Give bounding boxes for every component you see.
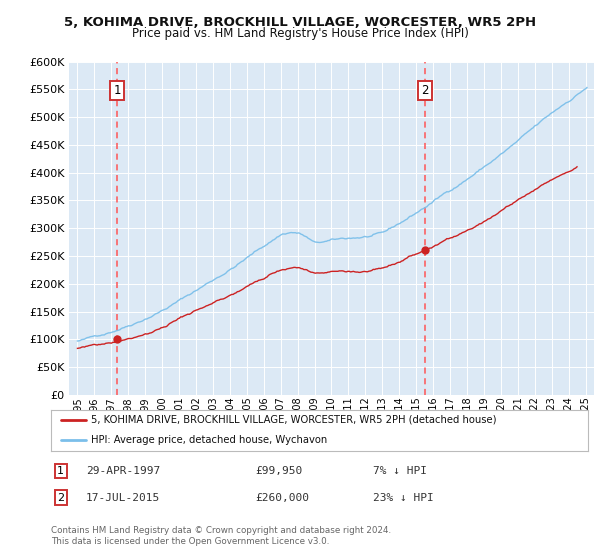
Text: 5, KOHIMA DRIVE, BROCKHILL VILLAGE, WORCESTER, WR5 2PH: 5, KOHIMA DRIVE, BROCKHILL VILLAGE, WORC… (64, 16, 536, 29)
Text: 1: 1 (57, 466, 64, 476)
Text: 23% ↓ HPI: 23% ↓ HPI (373, 493, 434, 503)
Text: 2: 2 (422, 84, 429, 97)
Text: 2: 2 (57, 493, 64, 503)
Text: Price paid vs. HM Land Registry's House Price Index (HPI): Price paid vs. HM Land Registry's House … (131, 27, 469, 40)
Text: 5, KOHIMA DRIVE, BROCKHILL VILLAGE, WORCESTER, WR5 2PH (detached house): 5, KOHIMA DRIVE, BROCKHILL VILLAGE, WORC… (91, 415, 497, 424)
Text: £260,000: £260,000 (255, 493, 309, 503)
Text: Contains HM Land Registry data © Crown copyright and database right 2024.
This d: Contains HM Land Registry data © Crown c… (51, 526, 391, 546)
Text: 17-JUL-2015: 17-JUL-2015 (86, 493, 160, 503)
Text: 1: 1 (113, 84, 121, 97)
Text: HPI: Average price, detached house, Wychavon: HPI: Average price, detached house, Wych… (91, 435, 328, 445)
Text: 29-APR-1997: 29-APR-1997 (86, 466, 160, 476)
Text: £99,950: £99,950 (255, 466, 302, 476)
Text: 7% ↓ HPI: 7% ↓ HPI (373, 466, 427, 476)
